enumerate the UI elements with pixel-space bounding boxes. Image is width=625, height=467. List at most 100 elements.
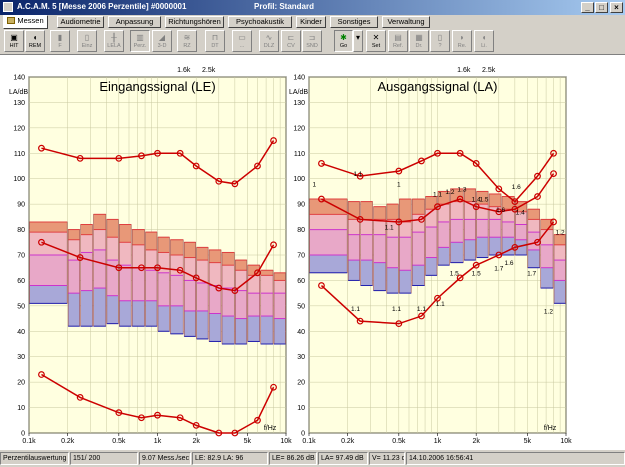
gain-annotation: 1.1 — [436, 301, 445, 308]
band-mid-low — [527, 232, 540, 250]
x-tick-label: 2k — [472, 438, 480, 445]
band-mid-high — [438, 204, 450, 222]
band-low — [80, 290, 93, 327]
band-mid-low — [209, 285, 222, 314]
band-mid-low — [438, 221, 450, 248]
band-low — [222, 316, 235, 344]
x-tick-top-label: 1.6k — [177, 67, 191, 74]
tab-kinder[interactable]: Kinder — [296, 16, 326, 28]
band-low — [540, 267, 554, 289]
band-low — [425, 257, 437, 276]
curve-point — [270, 241, 277, 249]
tab-audiometrie[interactable]: Audiometrie — [57, 16, 104, 28]
snd-button[interactable]: ⊐ SND — [302, 30, 322, 52]
help-button[interactable]: ▯? — [430, 30, 450, 52]
band-mid-low — [145, 270, 157, 301]
band-high — [222, 252, 235, 266]
ref-button[interactable]: ▤ Ref. — [388, 30, 408, 52]
tab-anpassung[interactable]: Anpassung — [108, 16, 161, 28]
curve-point — [215, 284, 223, 292]
gain-annotation: 1.6 — [512, 184, 521, 191]
left-ear-button[interactable]: ◖ Li. — [474, 30, 494, 52]
dt-button[interactable]: ⊓ DT — [205, 30, 225, 52]
band-low — [235, 318, 247, 344]
curve-point — [254, 416, 261, 424]
more-button[interactable]: ▭... — [232, 30, 252, 52]
percentile-curve — [41, 373, 275, 434]
gain-annotation: 1.1 — [351, 306, 360, 313]
band-low — [527, 249, 540, 268]
tab-messen[interactable]: Messen — [3, 15, 48, 29]
y-tick-label: 10 — [297, 405, 305, 412]
3d-icon: ◢ — [158, 33, 166, 42]
y-tick-label: 0 — [21, 431, 25, 438]
set-button[interactable]: ✕ Set — [366, 30, 386, 52]
perz-button[interactable]: ▥ Perz. — [130, 30, 150, 52]
gain-annotation: 1.1 — [433, 192, 442, 199]
band-high — [540, 219, 554, 230]
band-low — [373, 262, 386, 291]
band-mid-high — [450, 201, 464, 220]
band-mid-high — [235, 270, 247, 291]
chart-ausgangssignal: 0 10 20 30 40 50 60 70 80 90 100 110 120 130 140 1 1.1 1 1… — [289, 67, 572, 445]
curve-point — [76, 254, 84, 261]
x-tick-label: 2k — [192, 438, 200, 445]
rem-button[interactable]: ◖ REM — [25, 30, 45, 52]
band-mid-high — [554, 244, 566, 261]
band-mid-high — [515, 211, 527, 225]
go-dropdown[interactable]: ▾ — [353, 30, 363, 52]
close-button[interactable]: × — [610, 2, 623, 13]
y-tick-label: 70 — [17, 253, 25, 260]
print-button[interactable]: ▦ Dr. — [409, 30, 429, 52]
tab-verwaltung[interactable]: Verwaltung — [382, 16, 430, 28]
band-high — [527, 209, 540, 220]
curve-point — [115, 409, 123, 417]
cv-button[interactable]: ⊏ CV — [281, 30, 301, 52]
reference-icon: ▤ — [394, 33, 402, 42]
gain-annotation: 1 — [313, 181, 317, 188]
hit-button[interactable]: ▣ HIT — [4, 30, 24, 52]
einz-button[interactable]: ▯ Einz — [77, 30, 97, 52]
right-ear-button[interactable]: ◗ Re. — [452, 30, 472, 52]
curve-point — [318, 282, 325, 289]
y-tick-label: 110 — [294, 151, 305, 158]
y-tick-label: 90 — [297, 202, 305, 209]
y-tick-label: 120 — [13, 125, 25, 132]
band-high — [412, 199, 425, 215]
band-mid-low — [29, 255, 68, 286]
f-button[interactable]: ▮ F — [50, 30, 70, 52]
tab-sonstiges[interactable]: Sonstiges — [330, 16, 378, 28]
rz-button[interactable]: ≋ RZ — [177, 30, 197, 52]
band-low — [360, 260, 373, 286]
y-tick-label: 30 — [17, 354, 25, 361]
band-high — [209, 249, 222, 263]
tab-psychoakustik[interactable]: Psychoakustik — [228, 16, 292, 28]
band-mid-high — [476, 204, 489, 220]
y-tick-label: 100 — [13, 176, 25, 183]
curve-point — [154, 149, 161, 157]
chart-eingangssignal: 0 10 20 30 40 50 60 70 80 90 100 110 120 130 140 0.1k 0.… — [9, 67, 292, 445]
curve-point — [270, 383, 277, 391]
x-axis-label: f/Hz — [264, 425, 277, 432]
maximize-button[interactable]: □ — [595, 2, 608, 13]
curve-point — [254, 162, 261, 170]
curve-point — [215, 177, 223, 185]
band-mid-high — [464, 201, 476, 220]
y-tick-label: 120 — [293, 125, 305, 132]
curve-point — [38, 238, 45, 246]
title-bar: A.C.A.M. 5 [Messe 2006 Perzentile] #0000… — [0, 0, 625, 15]
gain-annotation: 1 — [397, 181, 401, 188]
lela-button[interactable]: ╫ LELA — [104, 30, 124, 52]
3d-button[interactable]: ◢ 3-D — [152, 30, 172, 52]
band-high — [554, 234, 566, 245]
percentile-curve — [41, 241, 275, 292]
band-low — [515, 239, 527, 255]
dlz-button[interactable]: ∿ DLZ — [259, 30, 279, 52]
band-high — [515, 201, 527, 212]
tab-richtungshoeren[interactable]: Richtungshören — [165, 16, 224, 28]
curve-point — [115, 154, 123, 162]
gain-annotation: 1.2 — [556, 230, 565, 237]
go-button[interactable]: ✱ Go — [334, 30, 353, 52]
minimize-button[interactable]: _ — [581, 2, 594, 13]
curve-point — [192, 421, 200, 429]
